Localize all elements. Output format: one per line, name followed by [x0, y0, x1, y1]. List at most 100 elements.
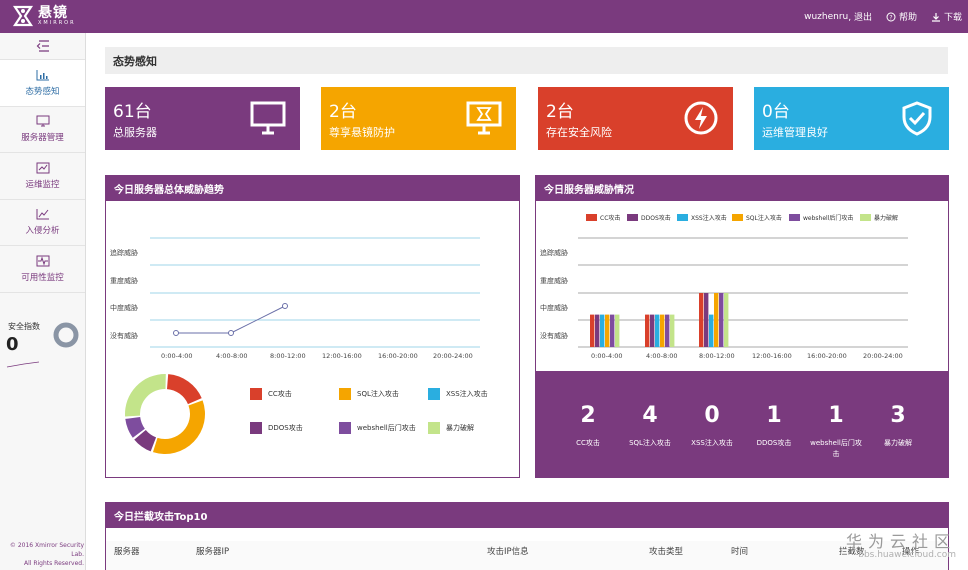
stat-value: 0 [704, 403, 720, 428]
threat-panel-title: 今日服务器威胁情况 [536, 176, 948, 201]
threat-panel: 今日服务器威胁情况 CC攻击 DDOS攻击 XSS注入攻击 SQL注入攻击 we… [535, 175, 949, 478]
legend-swatch [428, 422, 440, 434]
sidebar-item-ops-monitor[interactable]: 运维监控 [0, 153, 85, 200]
threat-bar [724, 293, 729, 347]
copyright: © 2016 Xmirror Security Lab. All Rights … [0, 541, 86, 568]
legend-swatch [586, 214, 597, 221]
sidebar-item-servers[interactable]: 服务器管理 [0, 107, 85, 153]
stat-label: DDOS攻击 [756, 439, 792, 447]
column-header[interactable]: 时间 [731, 547, 749, 557]
threat-bar [590, 314, 595, 347]
shield-monitor-icon [466, 101, 502, 135]
donut-slice [125, 374, 166, 417]
legend-swatch [732, 214, 743, 221]
security-index-gauge [53, 322, 79, 348]
threat-bar [615, 314, 620, 347]
sidebar: 态势感知 服务器管理 运维监控 入侵分析 可用性监控 安全指数 0 © 2016… [0, 33, 86, 570]
pulse-icon [36, 255, 49, 267]
x-tick-label: 4:00-8:00 [646, 352, 678, 360]
card-ops-good[interactable]: 0台 运维管理良好 [754, 87, 949, 150]
x-tick-label: 0:00-4:00 [161, 352, 193, 360]
threat-bar [714, 293, 719, 347]
card-total-servers[interactable]: 61台 总服务器 [105, 87, 300, 150]
top10-panel-title: 今日拦截攻击Top10 [106, 503, 948, 528]
svg-text:?: ? [889, 14, 892, 21]
help-link[interactable]: ? 帮助 [886, 10, 917, 23]
legend-item: 暴力破解 [860, 213, 898, 222]
stat-label: CC攻击 [576, 439, 600, 447]
logo-name: 悬镜 [38, 5, 68, 21]
y-axis-label: 没有威胁 [110, 332, 138, 340]
column-header[interactable]: 拦截数 [839, 547, 865, 557]
sidebar-toggle[interactable] [0, 33, 85, 60]
legend-item: XSS注入攻击 [428, 388, 488, 400]
logout-link[interactable]: , 退出 [848, 13, 872, 23]
threat-bar [699, 293, 704, 347]
copyright-line2: All Rights Reserved. [23, 560, 84, 567]
sidebar-item-availability[interactable]: 可用性监控 [0, 246, 85, 293]
threat-bar [660, 314, 665, 347]
column-header[interactable]: 攻击类型 [649, 547, 684, 557]
y-axis-label: 没有威胁 [540, 332, 568, 340]
stat-label: XSS注入攻击 [691, 439, 733, 447]
help-label: 帮助 [898, 13, 917, 23]
trend-data-point [228, 330, 234, 336]
legend-item: CC攻击 [250, 388, 292, 400]
logo[interactable]: 悬镜 XMIRROR [12, 5, 76, 27]
x-tick-label: 12:00-16:00 [322, 352, 362, 360]
download-link[interactable]: 下载 [931, 10, 962, 23]
stat-value: 1 [766, 403, 782, 428]
x-tick-label: 16:00-20:00 [807, 352, 847, 360]
threat-bar-chart [578, 237, 908, 348]
threat-bar [670, 314, 675, 347]
security-index: 安全指数 0 [0, 315, 86, 385]
x-tick-label: 0:00-4:00 [591, 352, 623, 360]
sidebar-item-situation[interactable]: 态势感知 [0, 60, 85, 107]
trend-panel: 今日服务器总体威胁趋势 追踪威胁 重度威胁 中度威胁 没有威胁 0:00-4:0… [105, 175, 520, 478]
stat-value: 4 [642, 403, 658, 428]
x-tick-label: 12:00-16:00 [752, 352, 792, 360]
line-chart-icon [36, 209, 49, 220]
card-count: 61台 [113, 102, 152, 122]
card-risk[interactable]: 2台 存在安全风险 [538, 87, 733, 150]
sidebar-item-intrusion[interactable]: 入侵分析 [0, 200, 85, 246]
card-count: 2台 [329, 102, 357, 122]
card-label: 尊享悬镜防护 [329, 126, 395, 139]
download-label: 下载 [943, 13, 962, 23]
main-content: 态势感知 61台 总服务器 2台 尊享悬镜防护 2台 存在安全风险 0台 运维管… [86, 33, 968, 570]
stat-label: webshell后门攻击 [810, 439, 862, 458]
logo-subtitle: XMIRROR [38, 20, 76, 26]
stat-value: 2 [580, 403, 596, 428]
legend-item: SQL注入攻击 [732, 213, 782, 222]
x-tick-label: 20:00-24:00 [863, 352, 903, 360]
legend-item: SQL注入攻击 [339, 388, 399, 400]
column-header[interactable]: 操作 [902, 547, 920, 557]
security-index-sparkline [6, 361, 40, 368]
threat-bar [595, 314, 600, 347]
x-tick-label: 4:00-8:00 [216, 352, 248, 360]
legend-item: webshell后门攻击 [789, 213, 853, 222]
trend-data-point [173, 330, 179, 336]
legend-swatch [250, 388, 262, 400]
copyright-line1: © 2016 Xmirror Security Lab. [9, 542, 84, 558]
card-protected[interactable]: 2台 尊享悬镜防护 [321, 87, 516, 150]
top10-panel: 今日拦截攻击Top10 服务器 服务器IP 攻击IP信息 攻击类型 时间 拦截数… [105, 502, 949, 570]
column-header[interactable]: 服务器 [114, 547, 140, 557]
legend-swatch [860, 214, 871, 221]
legend-swatch [677, 214, 688, 221]
threat-bar [650, 314, 655, 347]
legend-swatch [339, 422, 351, 434]
security-index-value: 0 [6, 334, 19, 355]
x-tick-label: 16:00-20:00 [378, 352, 418, 360]
column-header[interactable]: 服务器IP [196, 547, 230, 557]
y-axis-label: 中度威胁 [540, 304, 568, 312]
stat-label: SQL注入攻击 [629, 439, 671, 447]
attack-donut-chart [125, 374, 205, 454]
page-title: 态势感知 [105, 47, 948, 74]
sidebar-item-label: 服务器管理 [21, 133, 64, 144]
card-label: 存在安全风险 [546, 126, 612, 139]
legend-swatch [627, 214, 638, 221]
card-count: 2台 [546, 102, 574, 122]
lightning-icon [684, 101, 718, 135]
column-header[interactable]: 攻击IP信息 [487, 547, 529, 557]
